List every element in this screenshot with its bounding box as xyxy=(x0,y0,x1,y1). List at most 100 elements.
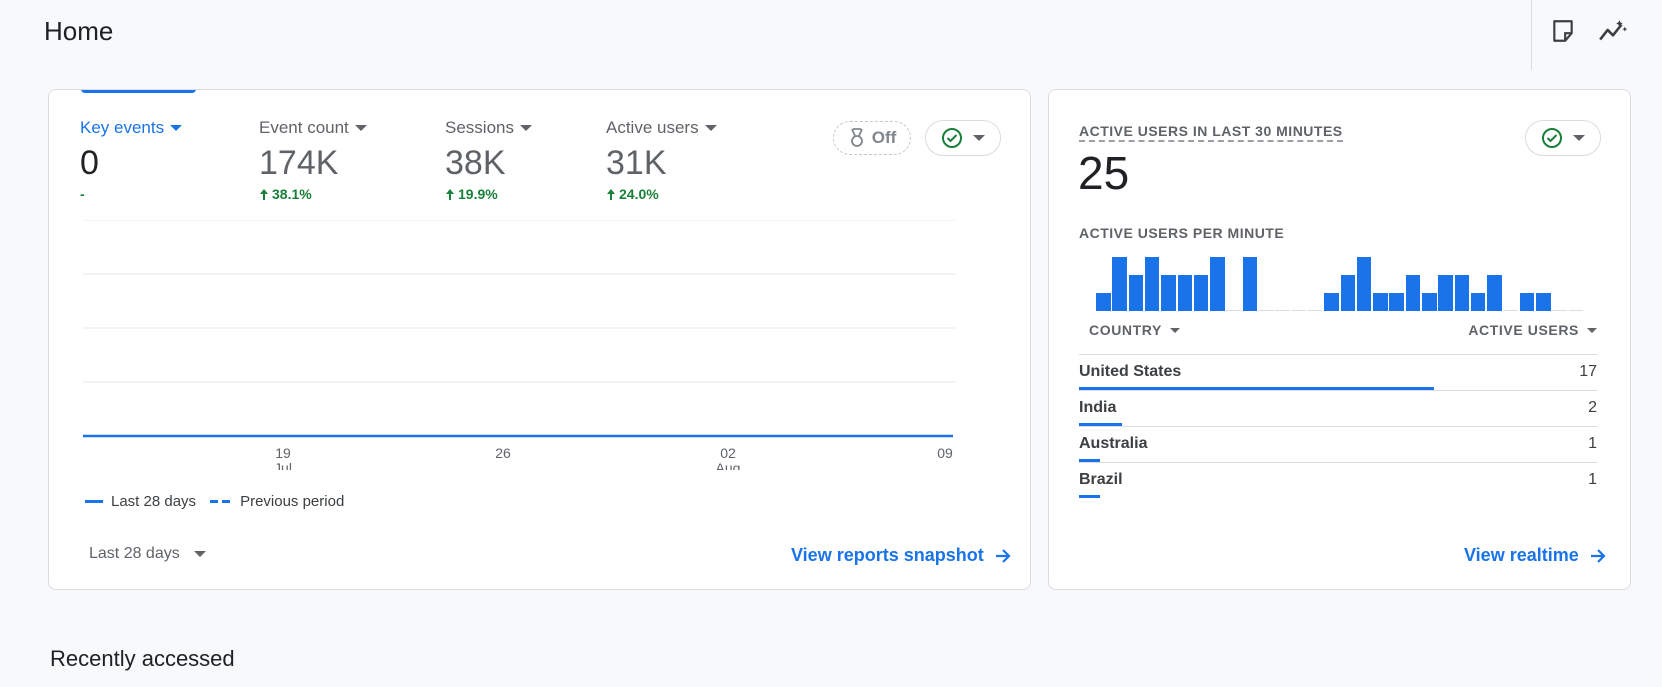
metric-value: 31K xyxy=(606,144,667,182)
minute-bar[interactable] xyxy=(1144,257,1160,311)
metric-value: 0 xyxy=(80,144,99,182)
share-bar xyxy=(1079,495,1101,498)
minute-bar[interactable] xyxy=(1177,275,1192,311)
minute-bar[interactable] xyxy=(1422,293,1437,311)
dropdown-icon xyxy=(1587,327,1597,333)
minute-bar[interactable] xyxy=(1356,257,1372,311)
tab-indicator xyxy=(81,90,196,93)
minute-bar[interactable] xyxy=(1438,275,1453,311)
date-range-label: Last 28 days xyxy=(89,545,180,562)
metric-value: 38K xyxy=(445,144,506,182)
date-range-select[interactable]: Last 28 days xyxy=(89,537,206,571)
link-label: View reports snapshot xyxy=(791,545,984,565)
page-title: Home xyxy=(44,16,114,46)
arrow-up-icon xyxy=(446,188,454,200)
minute-bar[interactable] xyxy=(1536,293,1551,311)
benchmark-toggle-chip[interactable]: Off xyxy=(833,121,911,155)
dropdown-icon xyxy=(1169,327,1180,333)
metric-label: Key events xyxy=(80,118,165,137)
minute-bar[interactable] xyxy=(1373,293,1388,311)
x-tick-label: 19 xyxy=(275,445,291,461)
dropdown-icon xyxy=(704,125,717,131)
legend-line-solid xyxy=(85,500,103,503)
off-label: Off xyxy=(871,128,897,147)
minute-bar[interactable] xyxy=(1307,310,1323,311)
sparkle-insights-icon[interactable] xyxy=(1596,14,1630,48)
minute-bar[interactable] xyxy=(1259,310,1274,311)
minute-bar[interactable] xyxy=(1324,293,1339,311)
column-label: ACTIVE USERS xyxy=(1468,322,1579,338)
country-name: Australia xyxy=(1079,435,1148,452)
chart-legend: Last 28 days Previous period xyxy=(85,493,344,510)
arrow-up-icon xyxy=(260,188,268,200)
legend-line-dashed xyxy=(210,500,233,503)
realtime-status-button[interactable] xyxy=(1525,120,1601,156)
minute-bar[interactable] xyxy=(1291,310,1307,311)
chevron-down-icon xyxy=(973,135,985,141)
minute-bar[interactable] xyxy=(1470,293,1486,311)
x-tick-label: 26 xyxy=(495,445,511,461)
link-label: View realtime xyxy=(1464,545,1579,565)
active-users-column-header[interactable]: ACTIVE USERS xyxy=(1468,322,1597,338)
minute-bar[interactable] xyxy=(1112,257,1127,311)
minute-bar[interactable] xyxy=(1275,310,1290,311)
minute-bar[interactable] xyxy=(1226,310,1241,311)
metric-active-users[interactable]: Active users 31K 24.0% xyxy=(606,118,717,202)
minute-bar[interactable] xyxy=(1487,275,1502,311)
x-tick-month: Jul xyxy=(274,460,292,470)
country-name: India xyxy=(1079,399,1117,416)
x-tick-label: 02 xyxy=(720,445,736,461)
view-realtime-link[interactable]: View realtime xyxy=(1464,545,1607,566)
medal-icon xyxy=(850,128,863,147)
minute-bar[interactable] xyxy=(1128,275,1144,311)
minute-bar[interactable] xyxy=(1503,310,1518,311)
active-users-value: 2 xyxy=(1588,399,1597,416)
dropdown-icon xyxy=(354,125,367,131)
country-table: United States 17 India 2 Australia 1 Bra… xyxy=(1079,354,1597,498)
chevron-down-icon xyxy=(193,551,206,557)
arrow-right-icon xyxy=(995,548,1011,563)
active-users-value: 17 xyxy=(1579,363,1597,380)
minute-bar[interactable] xyxy=(1454,275,1470,311)
check-circle-icon xyxy=(942,128,962,148)
minute-bar[interactable] xyxy=(1552,310,1567,311)
minute-bar[interactable] xyxy=(1340,275,1355,311)
metric-change: 19.9% xyxy=(458,186,498,202)
metric-label: Event count xyxy=(259,118,349,137)
insights-note-icon[interactable] xyxy=(1546,14,1580,48)
metric-event-count[interactable]: Event count 174K 38.1% xyxy=(259,118,367,202)
table-row[interactable]: India 2 xyxy=(1079,390,1597,426)
view-reports-snapshot-link[interactable]: View reports snapshot xyxy=(791,545,1012,566)
minute-bar[interactable] xyxy=(1405,275,1421,311)
metric-key-events[interactable]: Key events 0 - xyxy=(80,118,183,202)
arrow-right-icon xyxy=(1590,548,1606,563)
table-row[interactable]: United States 17 xyxy=(1079,354,1597,390)
country-column-header[interactable]: COUNTRY xyxy=(1089,322,1180,338)
overview-card: Key events 0 - Event count 174K 38.1% Se… xyxy=(48,89,1031,590)
minute-bar[interactable] xyxy=(1568,310,1584,311)
realtime-title[interactable]: ACTIVE USERS IN LAST 30 MINUTES xyxy=(1079,123,1343,142)
share-bar xyxy=(1079,459,1101,462)
realtime-card: ACTIVE USERS IN LAST 30 MINUTES 25 ACTIV… xyxy=(1048,89,1631,590)
table-row[interactable]: Australia 1 xyxy=(1079,426,1597,462)
minute-bar[interactable] xyxy=(1242,257,1258,311)
minute-bar[interactable] xyxy=(1519,293,1535,311)
share-bar xyxy=(1079,423,1122,426)
table-row[interactable]: Brazil 1 xyxy=(1079,462,1597,498)
metric-sessions[interactable]: Sessions 38K 19.9% xyxy=(445,118,532,202)
minute-bar[interactable] xyxy=(1096,293,1111,311)
share-bar xyxy=(1079,387,1434,390)
minute-bar[interactable] xyxy=(1161,275,1176,311)
country-name: Brazil xyxy=(1079,471,1123,488)
metric-label: Sessions xyxy=(445,118,514,137)
minute-bar[interactable] xyxy=(1210,257,1225,311)
per-minute-title: ACTIVE USERS PER MINUTE xyxy=(1079,225,1285,241)
active-users-value: 1 xyxy=(1588,471,1597,488)
minute-bar[interactable] xyxy=(1193,275,1209,311)
minute-bar[interactable] xyxy=(1389,293,1404,311)
legend-previous: Previous period xyxy=(240,493,345,510)
data-quality-status-button[interactable] xyxy=(925,120,1001,156)
country-name: United States xyxy=(1079,363,1182,380)
header-divider xyxy=(1531,0,1532,70)
